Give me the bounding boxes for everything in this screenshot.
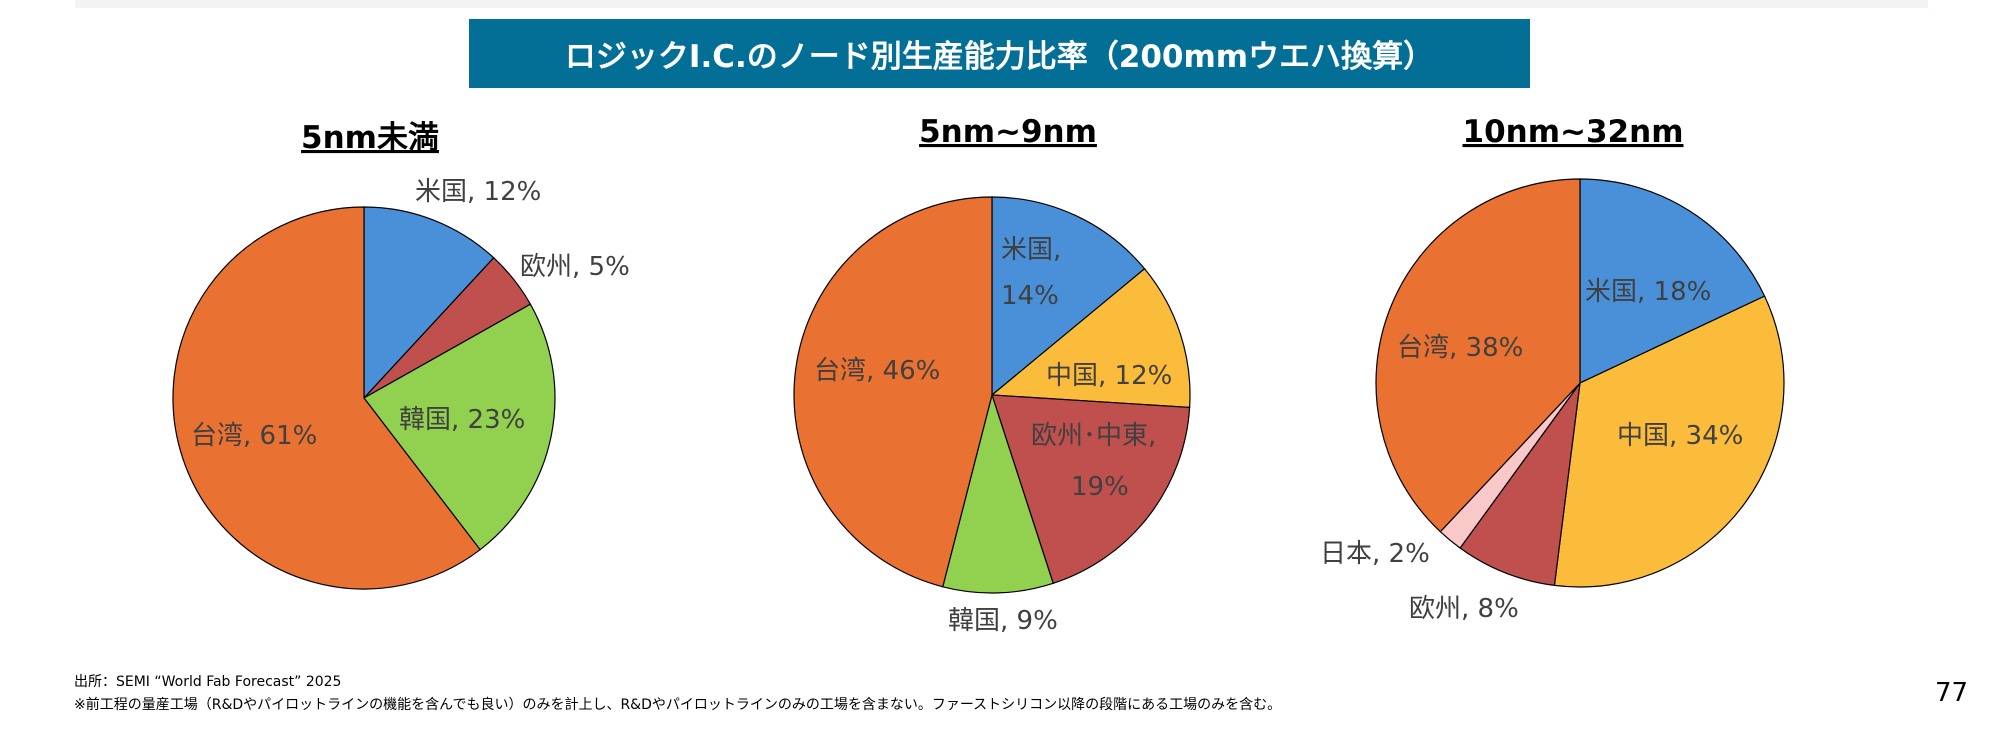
pie-slice bbox=[942, 392, 1054, 594]
pie-slice bbox=[793, 196, 993, 588]
slide-title: ロジックI.C.のノード別生産能力比率（200mmウエハ換算） bbox=[469, 19, 1530, 88]
pie-slice bbox=[1375, 178, 1581, 533]
slice-label: 中国, 34% bbox=[1617, 421, 1743, 451]
slice-label: 台湾, 61% bbox=[191, 421, 317, 451]
slice-label: 韓国, 23% bbox=[399, 405, 525, 435]
pie-slice bbox=[991, 394, 1191, 585]
slice-label: 19% bbox=[1071, 472, 1129, 502]
slice-label: 14% bbox=[1001, 281, 1059, 311]
pie-slice bbox=[1553, 295, 1785, 588]
slice-label: 台湾, 38% bbox=[1397, 333, 1523, 363]
slice-label: 欧州, 8% bbox=[1409, 594, 1519, 624]
slice-label: 米国, 12% bbox=[415, 177, 541, 207]
slice-label: 中国, 12% bbox=[1046, 361, 1172, 391]
slice-label: 欧州･中東, bbox=[1031, 421, 1156, 451]
pie-slice bbox=[1459, 382, 1581, 587]
top-strip bbox=[75, 0, 1928, 8]
pie-title: 5nm~9nm bbox=[919, 114, 1097, 150]
slice-label: 韓国, 9% bbox=[948, 606, 1058, 636]
pie-slice bbox=[363, 206, 495, 400]
slice-label: 欧州, 5% bbox=[520, 252, 630, 282]
page-number: 77 bbox=[1935, 678, 1969, 708]
pie-slice bbox=[1579, 178, 1766, 384]
pie-slice bbox=[363, 303, 556, 551]
slice-label: 台湾, 46% bbox=[814, 356, 940, 386]
pie-slice bbox=[172, 206, 481, 590]
pie-title: 10nm~32nm bbox=[1463, 114, 1684, 150]
slice-label: 米国, bbox=[1001, 235, 1061, 265]
slice-label: 日本, 2% bbox=[1320, 539, 1430, 569]
footnote: ※前工程の量産工場（R&Dやパイロットラインの機能を含んでも良い）のみを計上し、… bbox=[74, 697, 1282, 713]
pie-slice bbox=[991, 196, 1146, 397]
slice-label: 米国, 18% bbox=[1585, 277, 1711, 307]
source-note: 出所：SEMI “World Fab Forecast” 2025 bbox=[74, 674, 342, 690]
pie-slice bbox=[990, 267, 1191, 409]
pie-title: 5nm未満 bbox=[301, 120, 439, 156]
